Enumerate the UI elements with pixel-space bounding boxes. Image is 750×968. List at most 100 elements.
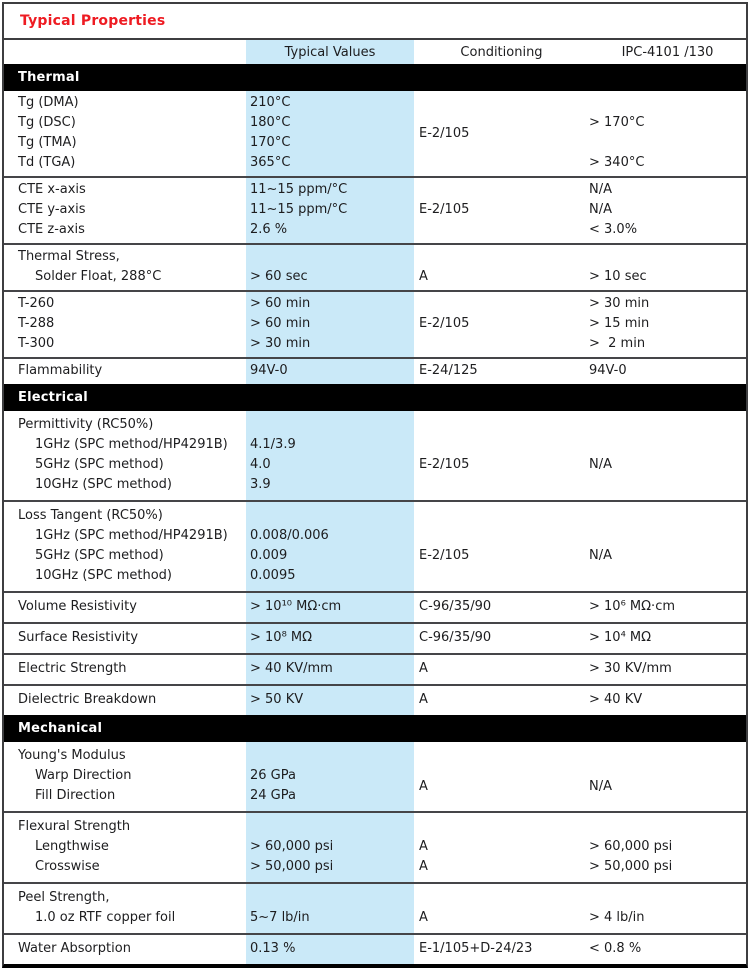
property-label: CTE y-axis	[18, 202, 86, 217]
table-row: Td (TGA) 365°C > 340°C	[4, 153, 746, 173]
table-row: Warp Direction 26 GPa	[4, 766, 746, 786]
table-row: Tg (DMA) 210°C	[4, 93, 746, 113]
property-label: Peel Strength,	[18, 890, 110, 905]
property-group: CTE x-axis 11~15 ppm/°C N/A CTE y-axis 11~15…	[4, 176, 746, 243]
ipc-value: N/A	[589, 202, 612, 217]
table-row: Permittivity (RC50%)	[4, 415, 746, 435]
conditioning-value: A	[419, 778, 428, 794]
table-row: Lengthwise > 60,000 psi A > 60,000 psi	[4, 837, 746, 857]
table-row: Young's Modulus	[4, 746, 746, 766]
typical-value: 0.008/0.006	[250, 528, 329, 543]
property-label: CTE x-axis	[18, 182, 86, 197]
ipc-value: > 10⁴ MΩ	[589, 630, 652, 645]
ipc-value: N/A	[589, 457, 612, 472]
property-label: Water Absorption	[18, 941, 131, 956]
ipc-value: < 0.8 %	[589, 941, 642, 956]
property-label: Tg (DSC)	[18, 115, 76, 130]
typical-value: 24 GPa	[250, 788, 296, 803]
table-row: Flexural Strength	[4, 817, 746, 837]
typical-value: 2.6 %	[250, 222, 288, 237]
table-title-row: Typical Properties	[4, 4, 746, 40]
table-row: Surface Resistivity > 10⁸ MΩ C-96/35/90 > 1…	[4, 628, 746, 648]
table-row: T-288 > 60 min E-2/105 > 15 min	[4, 314, 746, 334]
ipc-value: < 3.0%	[589, 222, 638, 237]
ipc-value: > 60,000 psi	[589, 839, 673, 854]
property-label: Warp Direction	[35, 768, 132, 783]
property-group: Electric Strength > 40 KV/mm A > 30 KV/mm	[4, 653, 746, 684]
typical-value: 4.1/3.9	[250, 437, 296, 452]
typical-value: > 60 min	[250, 296, 311, 311]
typical-value: > 30 min	[250, 336, 311, 351]
property-group: Young's Modulus Warp Direction 26 GPa Fill …	[4, 742, 746, 811]
table-row: Tg (TMA) 170°C	[4, 133, 746, 153]
property-label: Solder Float, 288°C	[35, 269, 162, 284]
table-rows-container: Thermal Tg (DMA) 210°C Tg (DSC) 180°C > 170°C…	[4, 64, 746, 964]
property-label: 5GHz (SPC method)	[35, 457, 164, 472]
conditioning-value: A	[419, 910, 428, 925]
property-label: Electric Strength	[18, 661, 127, 676]
table-row: Dielectric Breakdown > 50 KV A > 40 KV	[4, 690, 746, 710]
ipc-value: > 15 min	[589, 316, 650, 331]
conditioning-value: E-1/105+D-24/23	[419, 941, 533, 956]
property-group: Surface Resistivity > 10⁸ MΩ C-96/35/90 > 1…	[4, 622, 746, 653]
conditioning-value: A	[419, 269, 428, 284]
ipc-value: > 10⁶ MΩ·cm	[589, 599, 676, 614]
property-group: Thermal Stress, Solder Float, 288°C > 60 s…	[4, 243, 746, 290]
table-body: Typical Values Conditioning IPC-4101 /13…	[4, 40, 746, 964]
ipc-value: > 50,000 psi	[589, 859, 673, 874]
typical-value: > 10¹⁰ MΩ·cm	[250, 599, 342, 614]
ipc-value: > 10 sec	[589, 269, 647, 284]
column-header-typical-values: Typical Values	[284, 44, 376, 60]
typical-value: 3.9	[250, 477, 271, 492]
ipc-value: > 40 KV	[589, 692, 643, 707]
ipc-value: > 170°C	[589, 115, 645, 130]
property-group: T-260 > 60 min > 30 min T-288 > 60 min E-2/10…	[4, 290, 746, 357]
table-row: 5GHz (SPC method) 0.009 E-2/105 N/A	[4, 546, 746, 566]
typical-value: 180°C	[250, 115, 291, 130]
table-row: Fill Direction 24 GPa	[4, 786, 746, 806]
table-row: 10GHz (SPC method) 0.0095	[4, 566, 746, 586]
typical-value: 11~15 ppm/°C	[250, 182, 348, 197]
property-label: Lengthwise	[35, 839, 109, 854]
table-row: Thermal Stress,	[4, 247, 746, 267]
typical-value: > 10⁸ MΩ	[250, 630, 313, 645]
property-group: Loss Tangent (RC50%) 1GHz (SPC method/HP4…	[4, 500, 746, 591]
typical-value: 5~7 lb/in	[250, 910, 310, 925]
table-row: T-260 > 60 min > 30 min	[4, 294, 746, 314]
property-label: Flammability	[18, 363, 103, 378]
property-label: 1GHz (SPC method/HP4291B)	[35, 437, 228, 452]
table-row: 5GHz (SPC method) 4.0 E-2/105 N/A	[4, 455, 746, 475]
property-label: Flexural Strength	[18, 819, 131, 834]
table-row: Water Absorption 0.13 % E-1/105+D-24/23 < 0…	[4, 939, 746, 959]
typical-value: 170°C	[250, 135, 291, 150]
conditioning-value: E-2/105	[419, 125, 470, 141]
conditioning-value: A	[419, 661, 428, 676]
property-group: Volume Resistivity > 10¹⁰ MΩ·cm C-96/35/90…	[4, 591, 746, 622]
ipc-value: N/A	[589, 778, 612, 794]
property-label: Dielectric Breakdown	[18, 692, 157, 707]
property-label: CTE z-axis	[18, 222, 85, 237]
table-row: 1GHz (SPC method/HP4291B) 4.1/3.9	[4, 435, 746, 455]
typical-value: > 50,000 psi	[250, 859, 334, 874]
table-row: Volume Resistivity > 10¹⁰ MΩ·cm C-96/35/90…	[4, 597, 746, 617]
typical-value: 11~15 ppm/°C	[250, 202, 348, 217]
property-label: 1GHz (SPC method/HP4291B)	[35, 528, 228, 543]
typical-value: > 50 KV	[250, 692, 304, 707]
conditioning-value: E-2/105	[419, 316, 470, 331]
typical-value: 26 GPa	[250, 768, 296, 783]
column-header-conditioning: Conditioning	[460, 44, 543, 60]
property-label: Thermal Stress,	[18, 249, 120, 264]
table-row: 10GHz (SPC method) 3.9	[4, 475, 746, 495]
table-row: 1GHz (SPC method/HP4291B) 0.008/0.006	[4, 526, 746, 546]
ipc-value: N/A	[589, 548, 612, 563]
table-row: 1.0 oz RTF copper foil 5~7 lb/in A > 4 lb/i…	[4, 908, 746, 928]
property-label: Loss Tangent (RC50%)	[18, 508, 163, 523]
property-group: Flexural Strength Lengthwise > 60,000 psi A…	[4, 811, 746, 882]
table-row: Loss Tangent (RC50%)	[4, 506, 746, 526]
conditioning-value: C-96/35/90	[419, 630, 492, 645]
table-row: CTE x-axis 11~15 ppm/°C N/A	[4, 180, 746, 200]
typical-value: > 60 sec	[250, 269, 308, 284]
property-label: 1.0 oz RTF copper foil	[35, 910, 176, 925]
typical-value: 94V-0	[250, 363, 288, 378]
